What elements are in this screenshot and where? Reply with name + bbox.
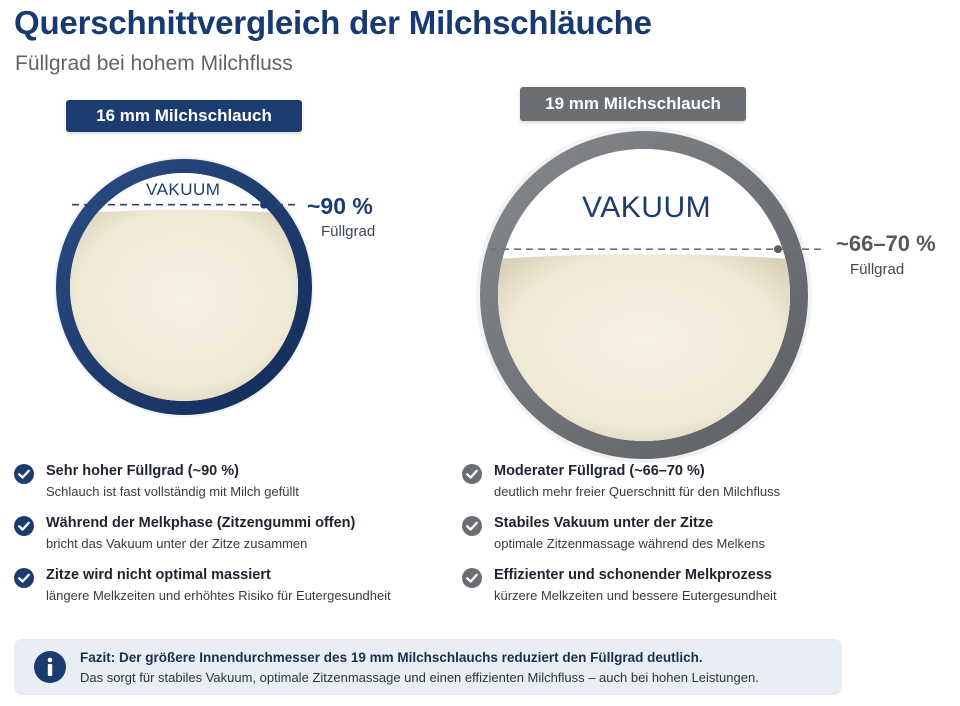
hose-16-fill-value: ~90 %	[307, 193, 373, 219]
point-text: bricht das Vakuum unter der Zitze zusamm…	[46, 536, 308, 551]
list-item: Stabiles Vakuum unter der Zitze optimale…	[462, 512, 902, 564]
info-icon	[34, 651, 66, 683]
hose-19-fill-label: Füllgrad	[850, 261, 905, 278]
check-circle-icon	[14, 568, 34, 588]
check-circle-icon	[14, 464, 34, 484]
list-item: Moderater Füllgrad (~66–70 %) deutlich m…	[462, 460, 902, 512]
conclusion-box: Fazit: Der größere Innendurchmesser des …	[14, 639, 842, 695]
hose-16-label: 16 mm Milchschlauch	[66, 100, 302, 132]
hose-19-label: 19 mm Milchschlauch	[520, 87, 746, 121]
hose-16-vacuum-label: VAKUUM	[146, 180, 221, 199]
list-item: Effizienter und schonender Melkprozess k…	[462, 564, 902, 616]
point-text: deutlich mehr freier Querschnitt für den…	[494, 484, 781, 499]
list-item: Zitze wird nicht optimal massiert länger…	[14, 564, 454, 616]
check-circle-icon	[462, 568, 482, 588]
hose-16-fill-marker	[260, 200, 268, 209]
hose-19-cross-section	[476, 127, 824, 463]
check-circle-icon	[462, 516, 482, 536]
list-item: Während der Melkphase (Zitzengummi offen…	[14, 512, 454, 564]
hose-19-ring	[480, 131, 808, 459]
hose-19-milk	[498, 254, 790, 441]
point-title: Zitze wird nicht optimal massiert	[46, 567, 271, 583]
check-circle-icon	[462, 464, 482, 484]
page-subtitle: Füllgrad bei hohem Milchfluss	[15, 52, 293, 75]
point-text: optimale Zitzenmassage während des Melke…	[494, 536, 765, 551]
left-points: Sehr hoher Füllgrad (~90 %) Schlauch ist…	[14, 460, 454, 616]
check-circle-icon	[14, 516, 34, 536]
point-text: kürzere Melkzeiten und bessere Eutergesu…	[494, 588, 777, 603]
list-item: Sehr hoher Füllgrad (~90 %) Schlauch ist…	[14, 460, 454, 512]
point-text: längere Melkzeiten und erhöhtes Risiko f…	[46, 588, 391, 603]
page-title: Querschnittvergleich der Milchschläuche	[14, 4, 652, 41]
hose-19-fill-value: ~66–70 %	[836, 231, 936, 256]
point-title: Während der Melkphase (Zitzengummi offen…	[46, 515, 356, 531]
conclusion-text: Das sorgt für stabiles Vakuum, optimale …	[80, 670, 759, 685]
hose-19-vacuum-label: VAKUUM	[582, 191, 712, 224]
point-title: Effizienter und schonender Melkprozess	[494, 567, 772, 583]
right-points: Moderater Füllgrad (~66–70 %) deutlich m…	[462, 460, 902, 616]
conclusion-title: Fazit: Der größere Innendurchmesser des …	[80, 650, 703, 665]
hose-16-fill-label: Füllgrad	[321, 223, 376, 240]
point-text: Schlauch ist fast vollständig mit Milch …	[46, 484, 299, 499]
hose-19-fill-marker	[774, 245, 782, 254]
point-title: Stabiles Vakuum unter der Zitze	[494, 515, 714, 531]
hose-16-cross-section	[54, 157, 314, 417]
point-title: Moderater Füllgrad (~66–70 %)	[494, 463, 705, 479]
point-title: Sehr hoher Füllgrad (~90 %)	[46, 463, 239, 479]
hose-16-ring	[56, 159, 312, 415]
hose-16-milk	[70, 209, 298, 401]
